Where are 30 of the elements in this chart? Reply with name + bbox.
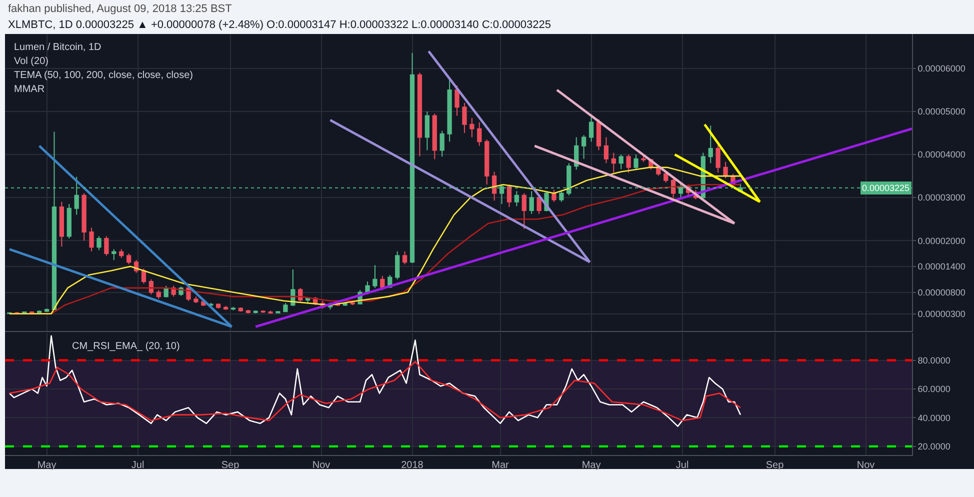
x-tick-label: Sep [766,460,784,471]
ref-line-label: 0.00003225 [862,183,910,193]
x-tick-label: Nov [312,460,330,471]
y-tick-label: 0.00003000 [918,192,966,203]
y-tick-label: 20.0000 [918,442,950,452]
text: CM_RSI_EMA_ (20, 10) [72,341,180,352]
annotation: Vol (20) [14,56,48,67]
chart-subtitle: XLMBTC, 1D 0.00003225 ▲ +0.00000078 (+2.48%) O:0.00003147 H:0.00003322 L:0.00003140 C:0.00003225 [8,19,551,31]
x-tick-label: Jul [131,460,144,471]
annotation: MMAR [14,84,45,95]
annotation: Lumen / Bitcoin, 1D [14,42,102,53]
y-tick-label: 0.00000800 [918,287,966,298]
x-tick-label: 2018 [401,460,424,471]
y-tick-label: 0.00002000 [918,236,966,246]
y-tick-label: 0.00000300 [918,308,966,319]
y-tick-label: 0.00004000 [918,150,966,160]
x-tick-label: May [582,460,601,471]
y-tick-label: 0.00001400 [918,262,966,272]
x-tick-label: May [37,460,56,471]
y-tick-label: 80.0000 [918,355,950,366]
y-tick-label: 0.00006000 [918,64,966,74]
x-tick-label: Jul [676,460,689,471]
annotation: TEMA (50, 100, 200, close, close, close) [14,70,193,81]
x-tick-label: Nov [856,460,875,471]
y-tick-label: 60.0000 [918,384,950,394]
chart-title: fakhan published, August 09, 2018 13:25 BST [8,3,232,15]
y-tick-label: 40.0000 [918,412,950,423]
x-tick-label: Mar [492,460,510,471]
y-tick-label: 0.00005000 [918,106,966,117]
x-tick-label: Sep [221,460,240,471]
